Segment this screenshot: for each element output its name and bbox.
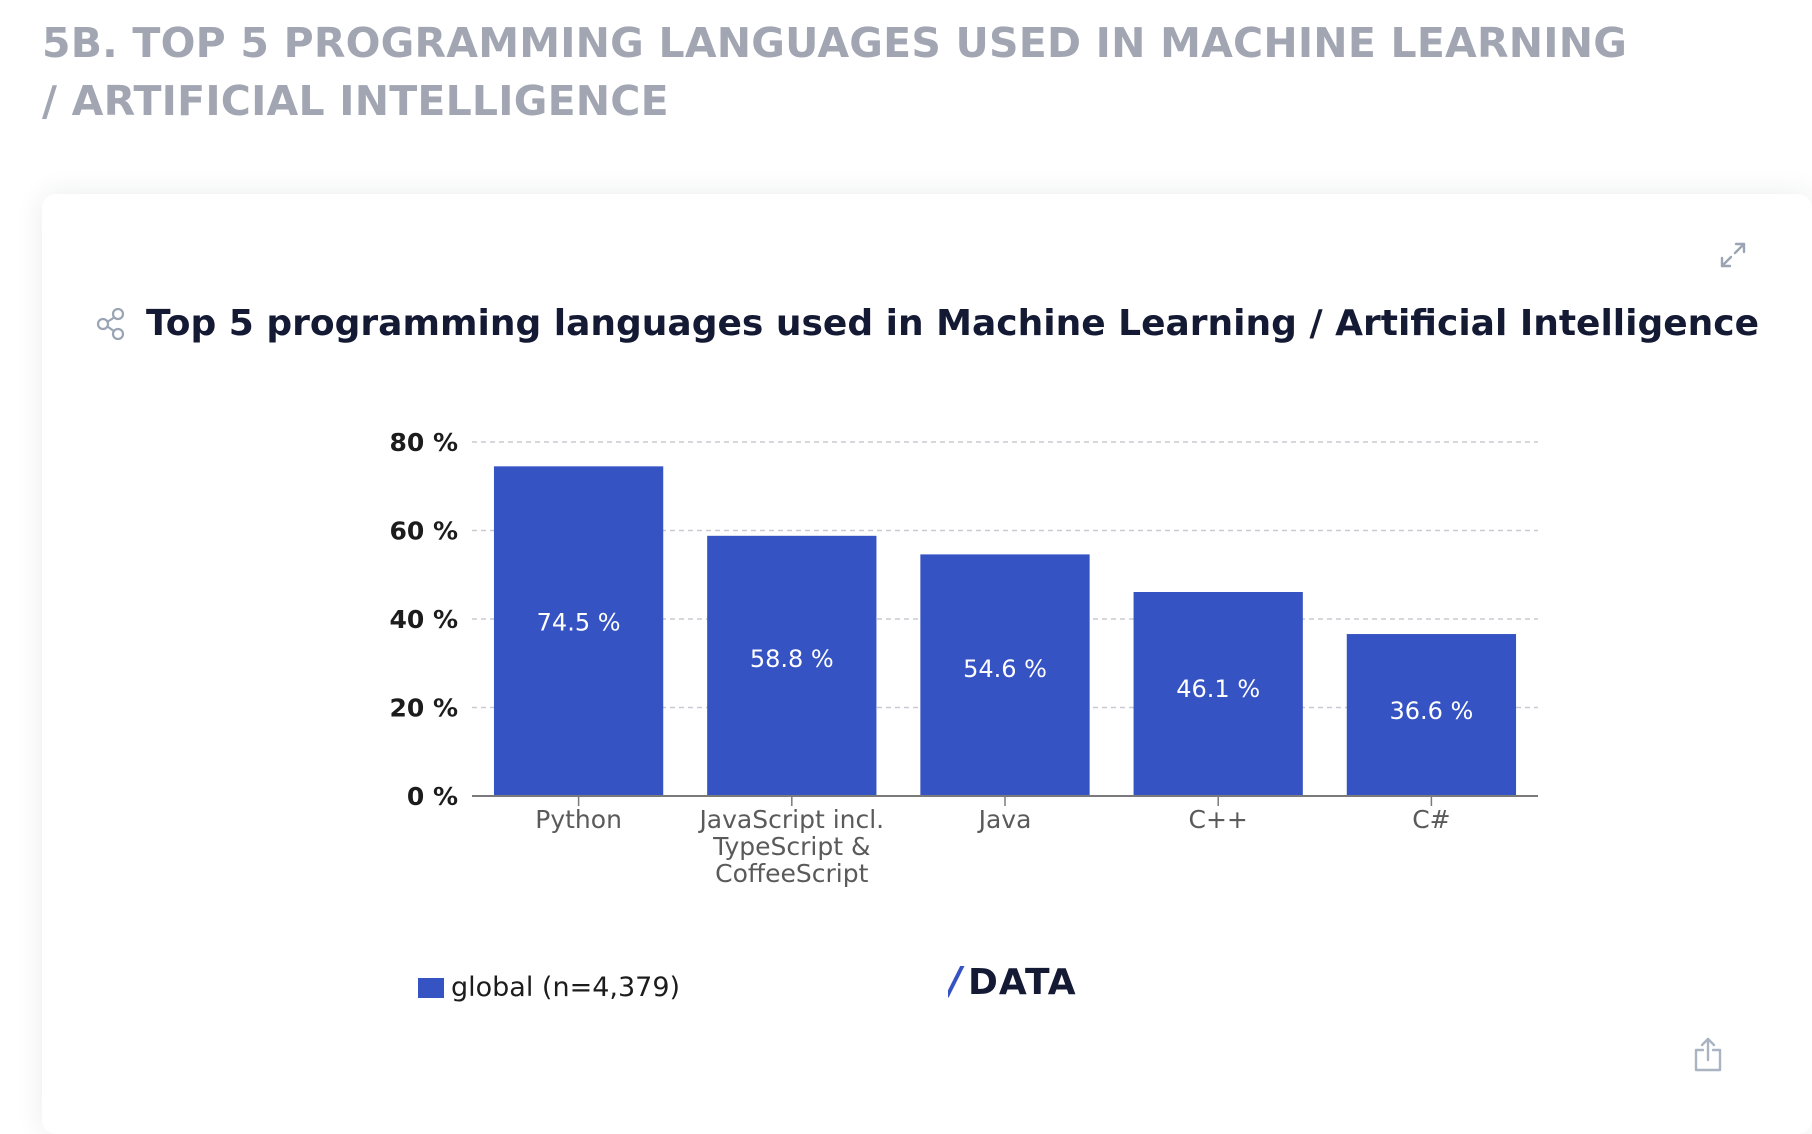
bar-chart: 0 % 20 % 40 % 60 % 80 % 74.5 % Python 58.8 % Jav… — [389, 428, 1538, 888]
legend-swatch — [418, 977, 444, 998]
bar[interactable] — [493, 466, 664, 796]
data-label: 46.1 % — [1176, 675, 1260, 703]
section-heading: 5B. TOP 5 PROGRAMMING LANGUAGES USED IN … — [42, 19, 1628, 125]
x-tick-label: Java — [977, 805, 1032, 834]
x-tick-label: JavaScript incl. — [697, 805, 884, 834]
legend-item[interactable]: global (n=4,379) — [418, 972, 680, 1003]
x-tick-label: CoffeeScript — [715, 859, 868, 888]
export-icon[interactable] — [1692, 1036, 1724, 1074]
data-logo: / DATA — [948, 962, 1077, 998]
bar[interactable] — [920, 554, 1090, 796]
bar[interactable] — [1133, 592, 1303, 796]
expand-icon[interactable] — [1716, 238, 1750, 272]
share-icon[interactable] — [94, 306, 128, 342]
svg-text:DATA: DATA — [968, 962, 1077, 998]
x-tick-label: TypeScript & — [712, 832, 870, 861]
bar[interactable] — [1346, 634, 1517, 796]
y-tick-label: 40 % — [389, 605, 458, 634]
x-tick-label: Python — [535, 805, 622, 834]
data-label: 74.5 % — [537, 608, 621, 636]
data-label: 58.8 % — [750, 645, 834, 673]
legend-label: global (n=4,379) — [451, 972, 681, 1003]
y-tick-label: 80 % — [389, 428, 458, 457]
x-tick-label: C++ — [1189, 805, 1248, 834]
y-tick-label: 0 % — [407, 782, 458, 811]
svg-text:/: / — [948, 962, 965, 998]
y-tick-label: 20 % — [389, 694, 458, 723]
chart-card: Top 5 programming languages used in Mach… — [42, 194, 1812, 1134]
chart-title: Top 5 programming languages used in Mach… — [146, 303, 1760, 344]
data-label: 54.6 % — [963, 655, 1047, 683]
data-label: 36.6 % — [1389, 697, 1473, 725]
y-tick-label: 60 % — [389, 517, 458, 546]
bar[interactable] — [707, 535, 877, 796]
x-tick-label: C# — [1412, 805, 1450, 834]
